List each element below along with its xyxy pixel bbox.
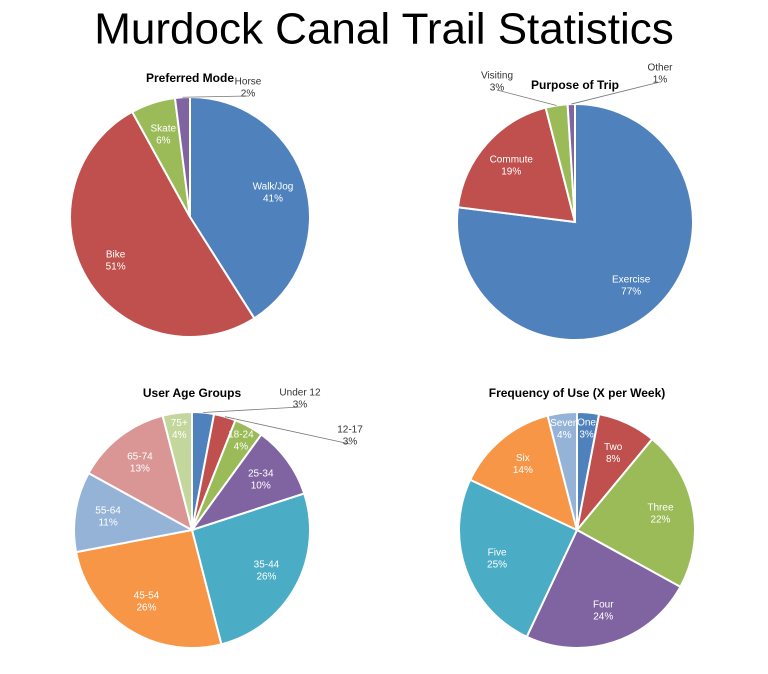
slice-label: Horse xyxy=(235,77,262,88)
pie-slice xyxy=(87,414,194,532)
pie-slice xyxy=(456,106,577,224)
slice-value-label: 24% xyxy=(593,611,613,622)
slice-value-label: 8% xyxy=(606,454,621,465)
slice-label: Skate xyxy=(151,123,177,134)
slice-value-label: 77% xyxy=(621,286,641,297)
slice-value-label: 11% xyxy=(98,517,117,528)
slice-label: 65-74 xyxy=(127,452,153,463)
slice-value-label: 6% xyxy=(156,135,171,146)
leader-line xyxy=(571,81,661,105)
slice-value-label: 26% xyxy=(136,602,156,613)
slice-value-label: 14% xyxy=(513,465,533,476)
pie-slice xyxy=(525,528,682,649)
pie-slice xyxy=(69,110,256,338)
leader-line xyxy=(496,89,557,106)
main-title: Murdock Canal Trail Statistics xyxy=(94,5,674,54)
slice-value-label: 4% xyxy=(557,430,572,441)
slice-value-label: 22% xyxy=(650,515,670,526)
slice-value-label: 4% xyxy=(172,430,187,441)
slice-value-label: 13% xyxy=(130,464,150,475)
slice-label: Under 12 xyxy=(279,388,321,399)
pie-slice xyxy=(190,492,311,646)
pie-slice xyxy=(575,437,696,589)
pie-slice xyxy=(468,414,579,532)
slice-label: Bike xyxy=(106,250,126,261)
slice-label: Three xyxy=(647,503,674,514)
slice-label: Exercise xyxy=(612,274,651,285)
slice-value-label: 26% xyxy=(256,572,276,583)
leader-line xyxy=(224,416,351,445)
slice-label: Other xyxy=(647,63,673,74)
pie-slice xyxy=(73,471,195,554)
slice-value-label: 25% xyxy=(487,559,507,570)
slice-value-label: 3% xyxy=(490,83,505,94)
leader-line xyxy=(182,95,249,98)
pie-slice xyxy=(161,410,193,531)
slice-value-label: 10% xyxy=(251,481,271,492)
slice-value-label: 1% xyxy=(653,75,668,86)
pie-slice xyxy=(546,410,578,531)
slice-label: Six xyxy=(516,453,530,464)
pie-title: User Age Groups xyxy=(143,386,242,400)
slice-label: One xyxy=(577,418,596,429)
slice-label: Five xyxy=(488,547,507,558)
slice-label: Commute xyxy=(490,154,534,165)
slice-label: Two xyxy=(604,442,623,453)
slice-value-label: 19% xyxy=(501,166,521,177)
slice-label: 12-17 xyxy=(337,425,363,436)
slice-label: 35-44 xyxy=(254,560,280,571)
pie-title: Purpose of Trip xyxy=(531,78,619,92)
slice-label: 55-64 xyxy=(95,505,121,516)
slice-value-label: 4% xyxy=(234,442,249,453)
slice-label: Visiting xyxy=(481,71,513,82)
slice-label: 75+ xyxy=(171,418,188,429)
slice-label: 45-54 xyxy=(134,590,160,601)
slice-value-label: 3% xyxy=(343,437,358,448)
pie-title: Preferred Mode xyxy=(146,71,234,85)
pie-slice xyxy=(189,433,306,532)
pie-title: Frequency of Use (X per Week) xyxy=(489,386,666,400)
slice-value-label: 41% xyxy=(263,194,283,205)
slice-value-label: 3% xyxy=(579,430,594,441)
slice-label: 25-34 xyxy=(248,469,274,480)
slice-label: Walk/Jog xyxy=(253,182,294,193)
slice-value-label: 51% xyxy=(106,262,126,273)
leader-line xyxy=(203,406,301,413)
slice-value-label: 2% xyxy=(241,89,256,100)
slice-value-label: 3% xyxy=(293,400,308,411)
pie-slice xyxy=(458,478,579,639)
slice-label: Four xyxy=(593,599,614,610)
slice-label: 18-24 xyxy=(228,430,254,441)
slice-label: Seven xyxy=(550,418,578,429)
pie-slice xyxy=(74,528,223,649)
